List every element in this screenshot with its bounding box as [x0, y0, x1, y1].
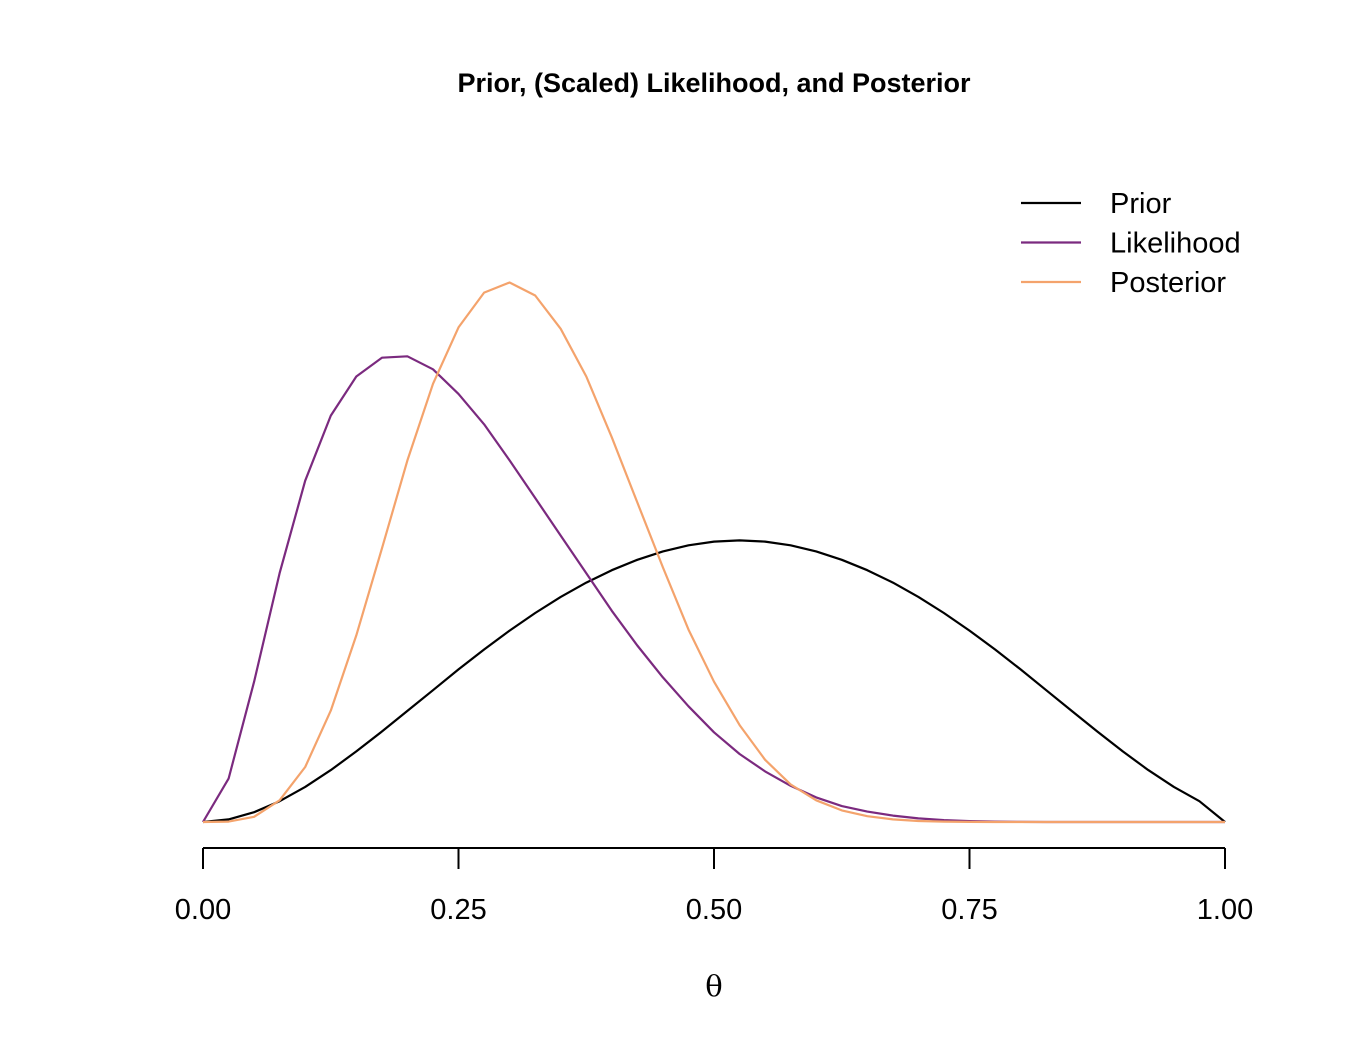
plot-area [202, 281, 1226, 824]
x-tick-label: 1.00 [1197, 894, 1253, 926]
x-tick-label: 0.00 [175, 894, 231, 926]
legend-label-likelihood: Likelihood [1110, 228, 1241, 260]
legend-label-posterior: Posterior [1110, 267, 1226, 299]
x-axis-label: θ [705, 969, 722, 1003]
legend-label-prior: Prior [1110, 188, 1172, 220]
chart-title: Prior, (Scaled) Likelihood, and Posterio… [457, 68, 971, 98]
x-axis: 0.00 0.25 0.50 0.75 1.00 [175, 847, 1253, 926]
x-tick-label: 0.75 [941, 894, 997, 926]
series-line-posterior [202, 281, 1225, 824]
legend: Prior Likelihood Posterior [1021, 188, 1241, 299]
series-line-prior [202, 539, 1226, 824]
x-tick-label: 0.50 [686, 894, 742, 926]
x-tick-label: 0.25 [430, 894, 486, 926]
